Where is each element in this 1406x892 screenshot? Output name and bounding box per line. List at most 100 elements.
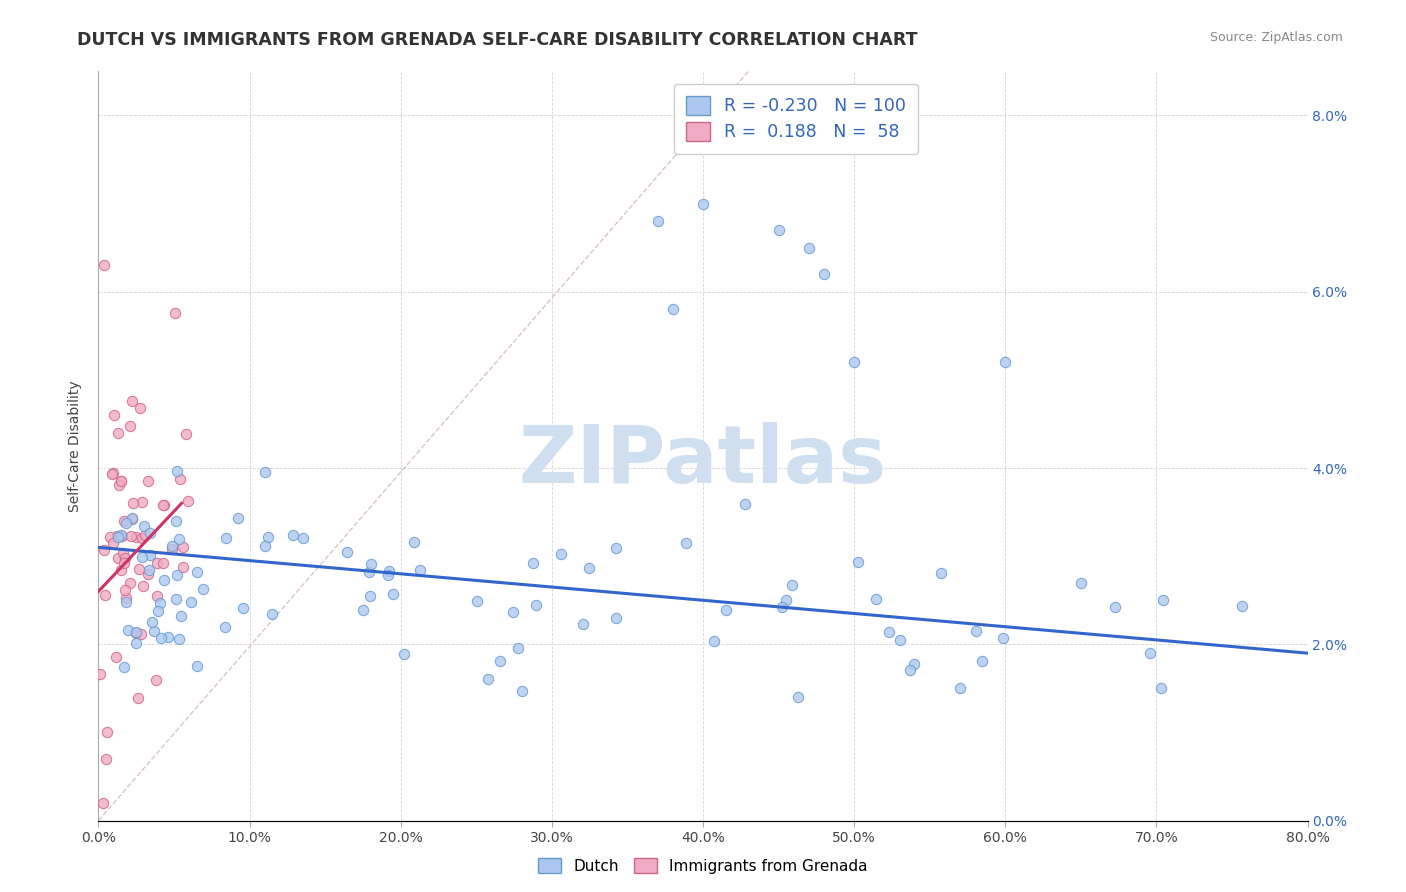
Point <box>131 532 153 546</box>
Point <box>215 531 238 545</box>
Point <box>124 624 146 639</box>
Point <box>156 631 179 645</box>
Point <box>114 660 136 674</box>
Point <box>508 640 530 655</box>
Point <box>734 497 756 511</box>
Point <box>550 547 572 561</box>
Point <box>138 563 160 577</box>
Point <box>291 531 314 545</box>
Point <box>138 526 160 541</box>
Point <box>949 681 972 696</box>
Point <box>186 565 208 579</box>
Point <box>136 474 159 488</box>
Point <box>121 511 143 525</box>
Point <box>132 579 155 593</box>
Point <box>382 587 405 601</box>
Point <box>163 306 186 320</box>
Point <box>101 467 124 481</box>
Point <box>136 567 159 582</box>
Point <box>120 529 142 543</box>
Point <box>214 620 236 634</box>
Point <box>114 582 136 597</box>
Point <box>191 582 214 596</box>
Point <box>118 576 141 591</box>
Point <box>510 684 533 698</box>
Point <box>352 603 374 617</box>
Point <box>94 588 117 602</box>
Point <box>408 563 430 577</box>
Point <box>110 474 132 488</box>
Point <box>465 594 488 608</box>
Point <box>141 615 163 630</box>
Point <box>605 611 627 625</box>
Point <box>131 550 153 565</box>
Point <box>146 556 169 570</box>
Legend: R = -0.230   N = 100, R =  0.188   N =  58: R = -0.230 N = 100, R = 0.188 N = 58 <box>673 84 918 153</box>
Point <box>107 531 129 545</box>
Point <box>172 560 194 574</box>
Point <box>170 609 193 624</box>
Point <box>692 196 714 211</box>
Point <box>253 466 276 480</box>
Point <box>169 472 191 486</box>
Point <box>524 598 547 612</box>
Point <box>149 596 172 610</box>
Point <box>578 561 600 575</box>
Text: Source: ZipAtlas.com: Source: ZipAtlas.com <box>1209 31 1343 45</box>
Point <box>114 594 136 608</box>
Point <box>112 514 135 528</box>
Point <box>177 494 200 508</box>
Point <box>903 657 925 672</box>
Point <box>115 516 138 531</box>
Point <box>1139 646 1161 660</box>
Text: ZIPatlas: ZIPatlas <box>519 422 887 500</box>
Point <box>101 536 124 550</box>
Point <box>166 464 188 478</box>
Point <box>125 636 148 650</box>
Point <box>675 536 697 550</box>
Point <box>110 563 132 577</box>
Point <box>107 478 129 492</box>
Point <box>160 540 183 554</box>
Point <box>107 425 129 440</box>
Point <box>661 302 683 317</box>
Point <box>879 625 901 640</box>
Point <box>477 673 499 687</box>
Point <box>111 529 134 543</box>
Point <box>146 589 169 603</box>
Point <box>107 551 129 566</box>
Point <box>165 514 187 528</box>
Point <box>359 589 381 603</box>
Point <box>768 223 790 237</box>
Point <box>770 599 793 614</box>
Point <box>160 541 183 556</box>
Point <box>260 607 283 621</box>
Point <box>129 627 152 641</box>
Point <box>970 654 993 668</box>
Point <box>115 591 138 606</box>
Point <box>1070 576 1092 591</box>
Legend: Dutch, Immigrants from Grenada: Dutch, Immigrants from Grenada <box>531 852 875 880</box>
Point <box>111 546 134 560</box>
Point <box>152 498 174 512</box>
Point <box>605 541 627 555</box>
Point <box>152 499 174 513</box>
Point <box>253 539 276 553</box>
Point <box>176 426 198 441</box>
Point <box>489 654 512 668</box>
Point <box>232 601 254 615</box>
Point <box>131 495 153 509</box>
Y-axis label: Self-Care Disability: Self-Care Disability <box>69 380 83 512</box>
Point <box>110 528 132 542</box>
Point <box>166 568 188 582</box>
Point <box>150 631 173 645</box>
Point <box>121 511 143 525</box>
Point <box>98 530 121 544</box>
Point <box>96 725 118 739</box>
Point <box>775 593 797 607</box>
Point <box>114 556 136 570</box>
Point <box>1104 600 1126 615</box>
Point <box>336 545 359 559</box>
Point <box>898 664 921 678</box>
Point <box>94 752 117 766</box>
